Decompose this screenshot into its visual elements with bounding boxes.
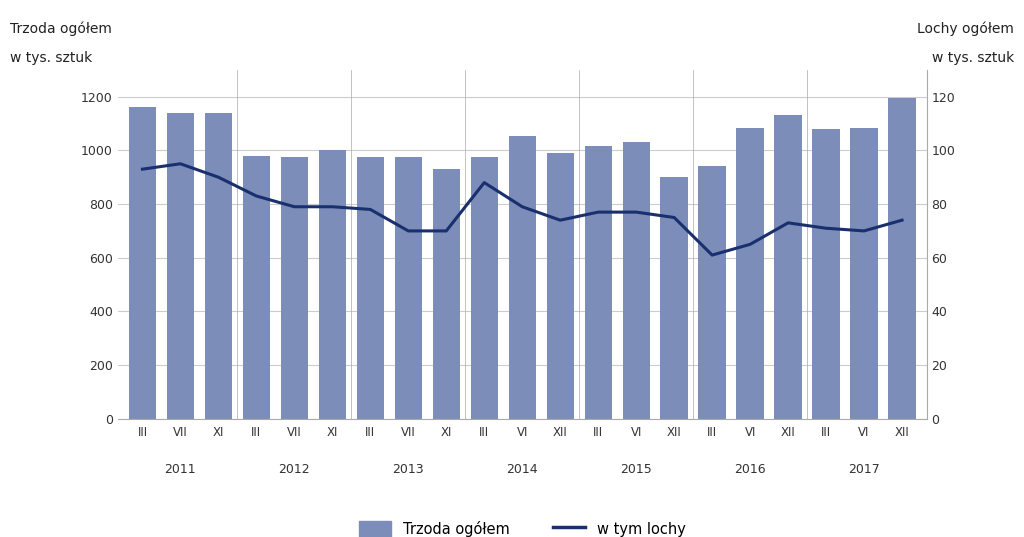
Bar — [318, 150, 346, 419]
Bar — [167, 113, 195, 419]
Text: Trzoda ogółem: Trzoda ogółem — [10, 21, 112, 36]
Bar — [736, 128, 764, 419]
Text: 2015: 2015 — [621, 463, 652, 476]
Bar — [281, 157, 308, 419]
Text: 2017: 2017 — [848, 463, 880, 476]
Bar — [129, 107, 156, 419]
Text: w tys. sztuk: w tys. sztuk — [10, 51, 92, 65]
Bar — [812, 129, 840, 419]
Bar — [205, 113, 232, 419]
Bar — [623, 142, 650, 419]
Bar — [432, 169, 460, 419]
Text: 2012: 2012 — [279, 463, 310, 476]
Text: 2016: 2016 — [734, 463, 766, 476]
Text: Lochy ogółem: Lochy ogółem — [916, 21, 1014, 36]
Bar — [394, 157, 422, 419]
Bar — [660, 177, 688, 419]
Bar — [243, 156, 270, 419]
Bar — [698, 166, 726, 419]
Bar — [774, 115, 802, 419]
Bar — [585, 146, 612, 419]
Bar — [509, 135, 536, 419]
Text: 2013: 2013 — [392, 463, 424, 476]
Bar — [471, 157, 498, 419]
Bar — [356, 157, 384, 419]
Legend: Trzoda ogółem, w tym lochy: Trzoda ogółem, w tym lochy — [353, 515, 691, 537]
Text: 2014: 2014 — [507, 463, 538, 476]
Text: w tys. sztuk: w tys. sztuk — [932, 51, 1014, 65]
Text: 2011: 2011 — [165, 463, 197, 476]
Bar — [850, 128, 878, 419]
Bar — [547, 153, 573, 419]
Bar — [889, 98, 915, 419]
